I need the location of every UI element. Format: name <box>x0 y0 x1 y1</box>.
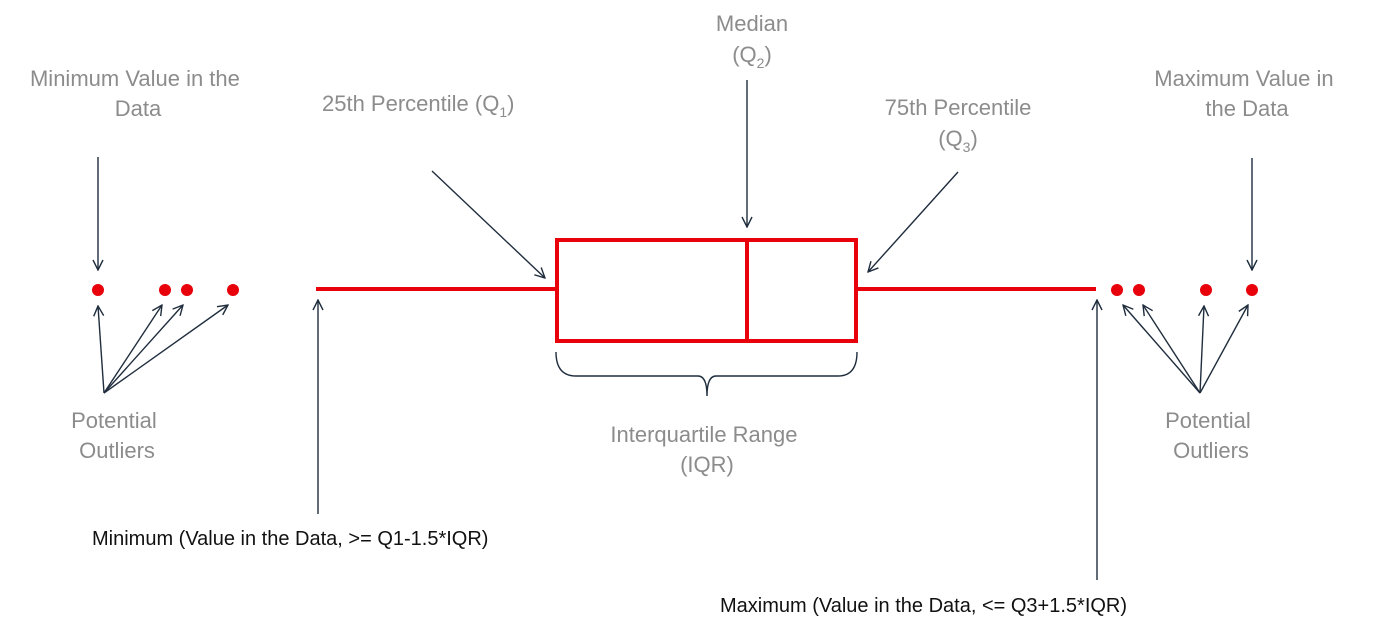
iqr-box <box>555 238 858 343</box>
right-outlier-arrow <box>1200 306 1204 394</box>
q1-arrow <box>431 170 545 278</box>
right-outliers-label: Potential Outliers <box>1165 408 1257 463</box>
outlier-point <box>1111 284 1123 296</box>
outlier-point <box>1200 284 1212 296</box>
median-label: Median <box>716 11 788 36</box>
right-outliers <box>1111 284 1258 296</box>
outlier-point <box>1133 284 1145 296</box>
left-outliers-label: Potential Outliers <box>71 408 163 463</box>
q3-sub-label: (Q3) <box>938 126 978 155</box>
right-outlier-arrow <box>1143 305 1201 394</box>
max-value-label: Maximum Value in the Data <box>1154 66 1339 121</box>
outlier-point <box>159 284 171 296</box>
iqr-brace <box>555 351 858 397</box>
outlier-point <box>92 284 104 296</box>
q3-label: 75th Percentile <box>885 95 1032 120</box>
outlier-point <box>1246 284 1258 296</box>
whisker-min-label: Minimum (Value in the Data, >= Q1-1.5*IQ… <box>92 528 488 550</box>
left-outlier-arrow <box>103 305 228 394</box>
min-value-label: Minimum Value in the Data <box>30 66 246 121</box>
whisker-max-label: Maximum (Value in the Data, <= Q3+1.5*IQ… <box>720 595 1127 617</box>
q3-arrow <box>868 171 959 272</box>
boxplot <box>316 238 1096 343</box>
left-outlier-arrow <box>103 305 183 394</box>
right-outlier-arrow <box>1199 305 1248 394</box>
right-outlier-arrow <box>1123 305 1201 394</box>
left-outlier-arrow <box>103 305 162 394</box>
outlier-point <box>227 284 239 296</box>
left-outlier-arrow <box>98 306 105 394</box>
annotation-arrows <box>98 80 1252 580</box>
q1-label: 25th Percentile (Q1) <box>322 91 514 120</box>
left-outliers <box>92 284 239 296</box>
median-q2-label: (Q2) <box>732 42 772 71</box>
iqr-label: Interquartile Range (IQR) <box>610 422 803 477</box>
outlier-point <box>181 284 193 296</box>
